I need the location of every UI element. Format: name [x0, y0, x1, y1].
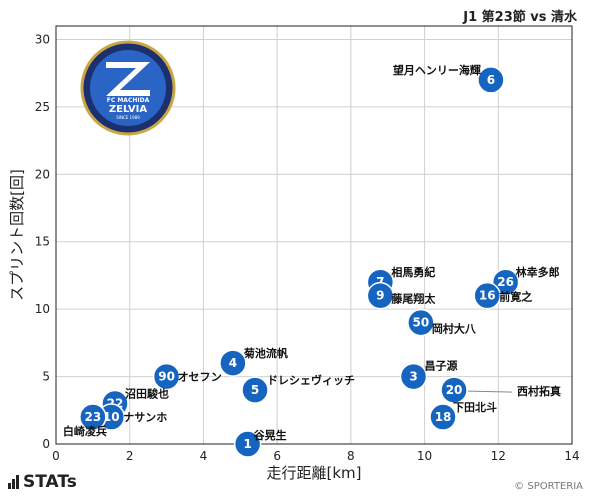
player-point: 9 藤尾翔太 — [366, 281, 436, 310]
stats-bars-icon — [8, 475, 19, 489]
x-tick-label: 10 — [417, 449, 432, 463]
player-number: 9 — [376, 289, 384, 303]
player-point: 90 オセフン — [152, 362, 222, 391]
y-tick-label: 10 — [35, 302, 50, 316]
label-leader-line — [468, 390, 513, 393]
x-tick-label: 4 — [200, 449, 208, 463]
player-name-label: 望月ヘンリー海輝 — [393, 63, 481, 77]
player-point: 16 前寛之 — [473, 281, 532, 310]
player-point: 10 ナサンホ — [97, 403, 167, 431]
x-tick-label: 2 — [126, 449, 134, 463]
x-tick-labels: 0 2 4 6 8 10 12 14 — [52, 449, 579, 463]
plot-frame — [55, 25, 573, 445]
player-number: 5 — [251, 383, 259, 397]
player-number: 20 — [446, 383, 463, 397]
player-name-label: 藤尾翔太 — [391, 292, 436, 306]
player-marker — [399, 362, 428, 391]
player-name-label: 沼田駿也 — [125, 387, 169, 401]
player-marker — [366, 281, 395, 310]
player-marker — [407, 308, 435, 337]
player-name-label: 相馬勇紀 — [391, 265, 435, 279]
x-tick-label: 14 — [564, 449, 579, 463]
player-number: 16 — [479, 289, 496, 303]
player-number: 18 — [435, 410, 452, 424]
player-name-label: ナサンホ — [123, 411, 167, 424]
crest-text-mid: ZELVIA — [109, 104, 148, 115]
player-number: 4 — [229, 356, 237, 370]
player-number: 90 — [158, 370, 175, 384]
player-name-label: 林幸多郎 — [516, 265, 560, 279]
player-name-label: 下田北斗 — [453, 400, 497, 414]
player-name-label: オセフン — [178, 371, 222, 384]
player-name-label: ドレシェヴィッチ — [267, 373, 355, 387]
player-marker — [241, 376, 269, 404]
x-tick-label: 8 — [347, 449, 355, 463]
player-number: 1 — [243, 437, 251, 451]
data-points: 6望月ヘンリー海輝26林幸多郎16前寛之7相馬勇紀9藤尾翔太50岡村大八3昌子源… — [63, 63, 561, 458]
player-marker — [491, 268, 520, 296]
player-marker — [473, 281, 501, 310]
crest-text-top: FC MACHIDA — [107, 97, 150, 104]
crest-text-bot: SINCE 1989 — [116, 115, 140, 120]
y-tick-label: 25 — [35, 100, 50, 114]
player-name-label: 西村拓真 — [517, 384, 561, 398]
y-axis-title: スプリント回数[回] — [8, 169, 26, 301]
stats-brand-text: STATs — [23, 472, 77, 492]
x-axis-title: 走行距離[km] — [266, 464, 361, 482]
player-marker — [79, 403, 107, 431]
x-tick-label: 6 — [273, 449, 281, 463]
x-tick-label: 12 — [491, 449, 506, 463]
x-tick-label: 0 — [52, 449, 60, 463]
credit-text: © SPORTERIA — [514, 481, 583, 492]
match-label: J1 第23節 vs 清水 — [463, 10, 577, 25]
stats-brand: STATs — [8, 472, 77, 492]
player-marker — [219, 349, 247, 377]
player-marker — [429, 403, 457, 431]
player-number: 26 — [497, 275, 514, 289]
player-marker — [233, 430, 262, 458]
player-number: 10 — [103, 410, 120, 424]
y-tick-label: 5 — [42, 370, 50, 384]
player-point: 4 菊池流帆 — [219, 346, 288, 377]
player-number: 50 — [413, 316, 430, 330]
player-point: 50 岡村大八 — [407, 308, 477, 337]
y-tick-label: 30 — [35, 32, 50, 46]
player-number: 6 — [487, 73, 495, 87]
player-number: 3 — [409, 370, 417, 384]
player-marker — [477, 66, 505, 94]
player-point: 5 ドレシェヴィッチ — [241, 373, 355, 404]
player-marker — [440, 376, 468, 404]
player-name-label: 岡村大八 — [432, 322, 477, 336]
player-number: 23 — [85, 410, 102, 424]
player-name-label: 菊池流帆 — [244, 346, 288, 360]
player-name-label: 白崎凌兵 — [63, 424, 107, 438]
player-point: 6 望月ヘンリー海輝 — [393, 63, 505, 94]
y-tick-label: 20 — [35, 167, 50, 181]
y-tick-label: 15 — [35, 235, 50, 249]
player-point: 20 西村拓真 — [440, 376, 561, 404]
y-tick-labels: 0 5 10 15 20 25 30 — [35, 32, 50, 451]
player-name-label: 前寛之 — [499, 290, 532, 304]
player-marker — [152, 362, 181, 391]
player-name-label: 谷晃生 — [254, 428, 287, 442]
y-tick-label: 0 — [42, 437, 50, 451]
player-name-label: 昌子源 — [425, 359, 458, 373]
player-point: 3 昌子源 — [399, 359, 458, 391]
